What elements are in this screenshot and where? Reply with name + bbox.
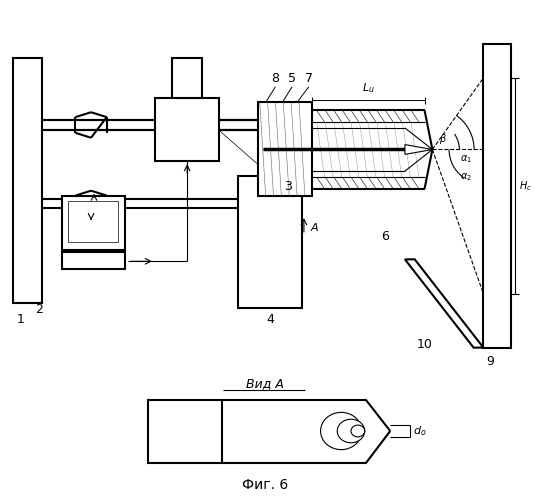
Bar bbox=[62, 252, 125, 269]
Text: 7: 7 bbox=[305, 72, 313, 85]
Bar bbox=[148, 400, 221, 464]
Bar bbox=[484, 44, 511, 348]
Bar bbox=[62, 196, 125, 250]
Ellipse shape bbox=[320, 412, 362, 450]
Bar bbox=[238, 176, 302, 308]
Ellipse shape bbox=[351, 425, 365, 437]
Text: $\alpha_2$: $\alpha_2$ bbox=[460, 171, 472, 182]
Text: 6: 6 bbox=[381, 230, 389, 242]
Ellipse shape bbox=[337, 419, 365, 443]
Text: A: A bbox=[311, 223, 318, 233]
Text: 8: 8 bbox=[271, 72, 279, 85]
Text: Фиг. 6: Фиг. 6 bbox=[241, 478, 288, 492]
Bar bbox=[258, 102, 312, 196]
Text: Вид A: Вид A bbox=[246, 377, 284, 390]
Text: 4: 4 bbox=[266, 314, 274, 326]
Text: 5: 5 bbox=[288, 72, 296, 85]
Text: $\alpha_1$: $\alpha_1$ bbox=[460, 154, 472, 165]
Text: $d_o$: $d_o$ bbox=[413, 424, 426, 438]
Text: $H_c$: $H_c$ bbox=[519, 179, 532, 192]
Bar bbox=[155, 98, 219, 162]
Text: $L_u$: $L_u$ bbox=[362, 81, 374, 94]
Text: 3: 3 bbox=[284, 180, 292, 194]
Bar bbox=[172, 58, 202, 98]
Bar bbox=[68, 200, 118, 241]
Text: 2: 2 bbox=[35, 304, 43, 316]
Text: 9: 9 bbox=[486, 356, 494, 368]
Bar bbox=[13, 58, 42, 304]
Text: 1: 1 bbox=[17, 314, 25, 326]
Text: $\beta$: $\beta$ bbox=[439, 132, 447, 145]
Polygon shape bbox=[405, 260, 484, 348]
Text: 10: 10 bbox=[417, 338, 432, 351]
Polygon shape bbox=[405, 144, 432, 154]
